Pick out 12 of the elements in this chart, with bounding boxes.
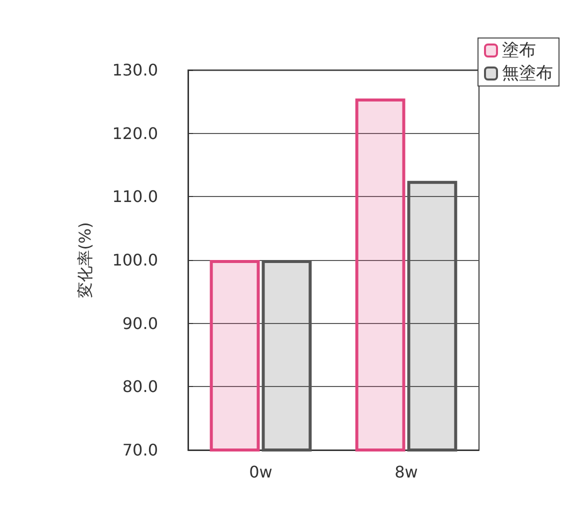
y-axis-title: 変化率(%) xyxy=(76,222,94,298)
legend-label: 塗布 xyxy=(502,40,536,60)
y-tick-label: 70.0 xyxy=(122,440,158,460)
y-tick-label: 120.0 xyxy=(112,124,158,143)
legend-label: 無塗布 xyxy=(502,64,553,84)
x-tick-label: 0w xyxy=(249,462,272,482)
y-tick-label: 90.0 xyxy=(122,314,158,333)
y-tick-label: 110.0 xyxy=(112,187,158,206)
y-tick-label: 130.0 xyxy=(112,60,158,80)
y-tick-label: 80.0 xyxy=(122,377,158,396)
y-tick-label: 100.0 xyxy=(112,250,158,270)
x-tick-label: 8w xyxy=(394,462,418,482)
